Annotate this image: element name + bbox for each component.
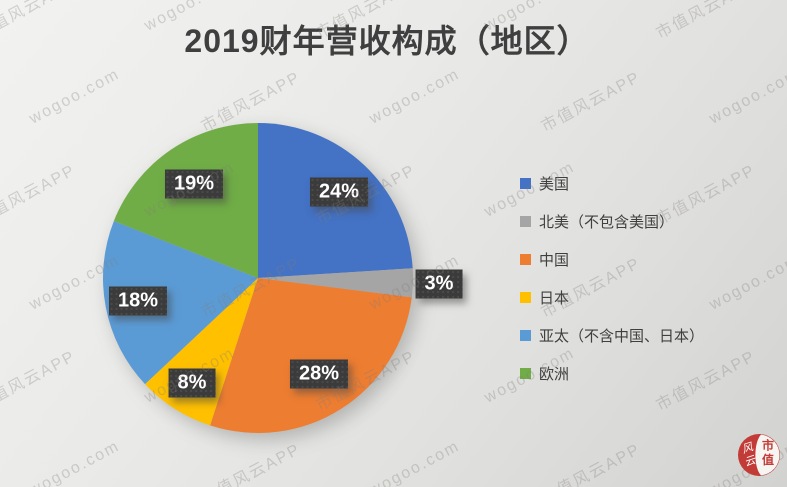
pie-slice-4 (102, 220, 258, 385)
legend-label: 美国 (539, 175, 570, 193)
brand-logo: 市 值 风 云 (737, 433, 781, 482)
legend-swatch-icon (520, 253, 531, 265)
chart-title: 2019财年营收构成（地区） (184, 23, 590, 59)
legend-swatch-icon (520, 177, 531, 189)
legend-label: 中国 (539, 251, 570, 269)
legend-label: 日本 (539, 289, 570, 307)
pie-slice-0 (258, 123, 413, 278)
legend-label: 欧洲 (539, 365, 570, 383)
legend-swatch-icon (520, 367, 531, 379)
legend-item-2: 中国 (520, 240, 704, 278)
logo-char-yun: 云 (743, 454, 758, 469)
logo-char-feng: 风 (740, 441, 755, 456)
logo-char-shi: 市 (762, 438, 774, 453)
legend: 美国北美（不包含美国） 中国日本亚太（不含中国、日本） 欧洲 (520, 164, 704, 392)
logo-char-zhi: 值 (762, 452, 774, 467)
brand-logo-icon: 市 值 风 云 (738, 434, 780, 476)
pie-slice-5 (113, 123, 258, 278)
legend-label: 北美（不包含美国） (539, 213, 675, 231)
legend-item-0: 美国 (520, 164, 704, 202)
legend-item-4: 亚太（不含中国、日本） (520, 316, 704, 354)
legend-swatch-icon (520, 215, 531, 227)
legend-swatch-icon (520, 291, 531, 303)
pie-slice-1 (258, 268, 413, 298)
legend-item-3: 日本 (520, 278, 704, 316)
legend-item-1: 北美（不包含美国） (520, 202, 704, 240)
legend-label: 亚太（不含中国、日本） (539, 327, 705, 345)
pie-slice-2 (210, 278, 412, 433)
legend-swatch-icon (520, 329, 531, 341)
legend-item-5: 欧洲 (520, 354, 704, 392)
